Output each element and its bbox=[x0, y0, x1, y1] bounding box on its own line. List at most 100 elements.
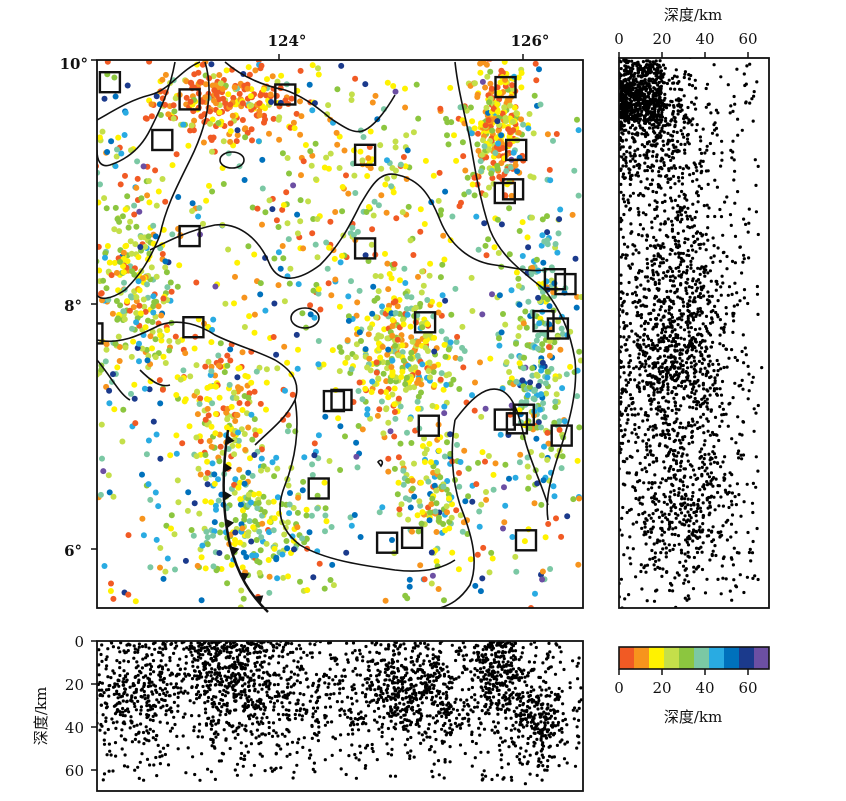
epicenter-dot bbox=[236, 365, 243, 371]
epicenter-dot bbox=[551, 419, 558, 426]
epicenter-dot bbox=[110, 595, 117, 602]
depth-dot bbox=[637, 367, 641, 371]
epicenter-dot bbox=[251, 416, 258, 423]
depth-dot bbox=[727, 505, 731, 510]
epicenter-dot bbox=[305, 198, 312, 205]
epicenter-dot bbox=[106, 259, 113, 266]
depth-dot bbox=[683, 241, 687, 245]
depth-dot bbox=[657, 499, 661, 503]
epicenter-dot bbox=[512, 553, 519, 560]
depth-dot bbox=[745, 575, 750, 579]
epicenter-dot bbox=[469, 308, 476, 314]
depth-dot bbox=[710, 430, 715, 435]
depth-dot bbox=[715, 358, 719, 363]
epicenter-dot bbox=[427, 374, 433, 381]
epicenter-dot bbox=[125, 532, 132, 539]
depth-dot bbox=[630, 396, 635, 400]
epicenter-dot bbox=[469, 392, 475, 399]
epicenter-dot bbox=[399, 316, 406, 323]
depth-dot bbox=[677, 239, 681, 243]
epicenter-dot bbox=[182, 350, 189, 357]
epicenter-dot bbox=[106, 489, 113, 496]
epicenter-dot bbox=[191, 117, 198, 124]
epicenter-dot bbox=[341, 147, 348, 154]
epicenter-dot bbox=[231, 481, 238, 488]
depth-dot bbox=[740, 271, 744, 275]
epicenter-dot bbox=[199, 542, 206, 549]
epicenter-dot bbox=[187, 79, 194, 86]
epicenter-dot bbox=[256, 100, 263, 107]
epicenter-dot bbox=[527, 379, 534, 386]
epicenter-dot bbox=[449, 213, 456, 220]
epicenter-dot bbox=[202, 475, 209, 482]
depth-dot bbox=[694, 546, 699, 550]
depth-dot bbox=[651, 273, 656, 277]
epicenter-dot bbox=[525, 125, 532, 132]
epicenter-dot bbox=[202, 565, 209, 572]
depth-dot bbox=[689, 475, 693, 479]
epicenter-dot bbox=[546, 303, 553, 310]
depth-dot bbox=[682, 328, 687, 332]
epicenter-dot bbox=[415, 338, 422, 345]
depth-dot bbox=[652, 235, 656, 239]
depth-dot bbox=[659, 551, 663, 555]
epicenter-dot bbox=[116, 358, 123, 364]
depth-dot bbox=[742, 288, 747, 292]
epicenter-dot bbox=[107, 588, 114, 594]
epicenter-dot bbox=[244, 85, 251, 92]
depth-dot bbox=[624, 164, 628, 168]
epicenter-dot bbox=[373, 369, 380, 376]
epicenter-dot bbox=[477, 69, 484, 76]
epicenter-dot bbox=[389, 357, 396, 364]
depth-dot bbox=[684, 426, 688, 430]
epicenter-dot bbox=[452, 354, 459, 361]
epicenter-dot bbox=[300, 478, 307, 485]
depth-dot bbox=[685, 116, 689, 120]
depth-dot bbox=[670, 390, 674, 394]
epicenter-dot bbox=[108, 272, 115, 279]
depth-dot bbox=[630, 455, 634, 459]
depth-dot bbox=[717, 504, 721, 508]
depth-dot bbox=[691, 440, 695, 444]
depth-dot bbox=[633, 290, 637, 294]
epicenter-dot bbox=[246, 390, 253, 397]
depth-dot bbox=[670, 219, 674, 223]
depth-dot bbox=[682, 114, 686, 118]
epicenter-dot bbox=[460, 153, 467, 160]
depth-dot bbox=[672, 284, 677, 288]
epicenter-dot bbox=[228, 403, 235, 410]
depth-dot bbox=[657, 381, 661, 385]
epicenter-dot bbox=[424, 297, 431, 303]
epicenter-dot bbox=[492, 150, 499, 156]
depth-dot bbox=[661, 63, 666, 67]
depth-dot bbox=[677, 194, 681, 198]
epicenter-dot bbox=[509, 534, 516, 540]
epicenter-dot bbox=[197, 471, 204, 478]
station-marker bbox=[98, 70, 122, 94]
epicenter-dot bbox=[407, 504, 414, 511]
depth-dot bbox=[687, 442, 691, 446]
depth-dot bbox=[694, 128, 698, 133]
depth-dot bbox=[681, 438, 685, 442]
epicenter-dot bbox=[168, 288, 175, 295]
epicenter-dot bbox=[276, 136, 283, 143]
depth-dot bbox=[698, 313, 702, 317]
epicenter-dot bbox=[508, 287, 515, 294]
depth-dot bbox=[673, 291, 677, 295]
epicenter-dot bbox=[439, 261, 446, 268]
epicenter-dot bbox=[524, 342, 531, 349]
depth-dot bbox=[677, 80, 681, 84]
epicenter-dot bbox=[467, 556, 474, 563]
epicenter-dot bbox=[459, 323, 466, 330]
depth-dot bbox=[690, 390, 694, 395]
depth-dot bbox=[676, 384, 681, 388]
depth-dot bbox=[650, 548, 654, 553]
epicenter-dot bbox=[240, 507, 246, 514]
epicenter-dot bbox=[128, 250, 135, 257]
epicenter-dot bbox=[477, 60, 484, 67]
epicenter-dot bbox=[478, 168, 485, 175]
epicenter-dot bbox=[232, 476, 239, 483]
depth-dot bbox=[725, 254, 729, 259]
depth-dot bbox=[644, 186, 648, 190]
depth-dot bbox=[668, 588, 672, 593]
